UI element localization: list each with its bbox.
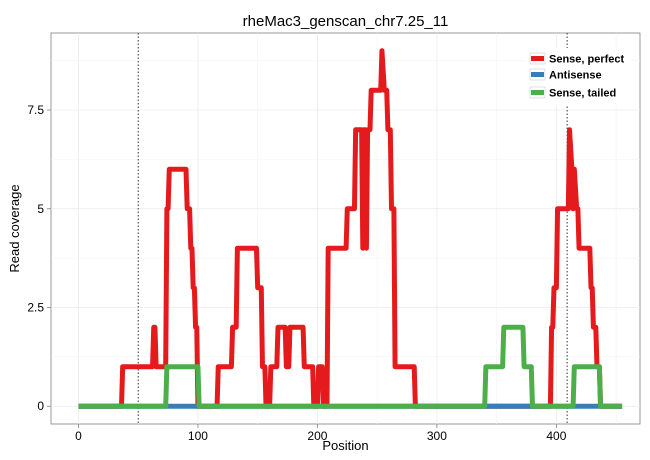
x-axis: 0 100 200 300 400 (75, 424, 567, 443)
series-layer (78, 48, 623, 409)
legend-item-sense-tailed: Sense, tailed (529, 86, 616, 100)
x-tick-label: 400 (546, 429, 566, 443)
legend-label-sense-perfect: Sense, perfect (549, 54, 625, 66)
x-tick-label: 300 (427, 429, 447, 443)
legend-label-antisense: Antisense (549, 70, 602, 82)
y-tick-label: 0 (37, 399, 44, 413)
y-axis-title: Read coverage (7, 184, 22, 272)
legend-item-sense-perfect: Sense, perfect (529, 52, 625, 66)
legend: Sense, perfect Antisense Sense, tailed (525, 48, 630, 106)
y-axis: 0 2.5 5 7.5 (27, 103, 51, 413)
y-tick-label: 2.5 (27, 300, 44, 314)
series-sense-tailed (78, 324, 623, 409)
x-tick-label: 200 (307, 429, 327, 443)
x-tick-label: 0 (75, 429, 82, 443)
legend-label-sense-tailed: Sense, tailed (549, 88, 616, 100)
x-axis-title: Position (322, 438, 368, 453)
x-tick-label: 100 (188, 429, 208, 443)
y-tick-label: 5 (37, 202, 44, 216)
y-tick-label: 7.5 (27, 103, 44, 117)
reference-lines (137, 33, 568, 424)
chart-title: rheMac3_genscan_chr7.25_11 (243, 13, 449, 30)
legend-item-antisense: Antisense (529, 68, 602, 82)
